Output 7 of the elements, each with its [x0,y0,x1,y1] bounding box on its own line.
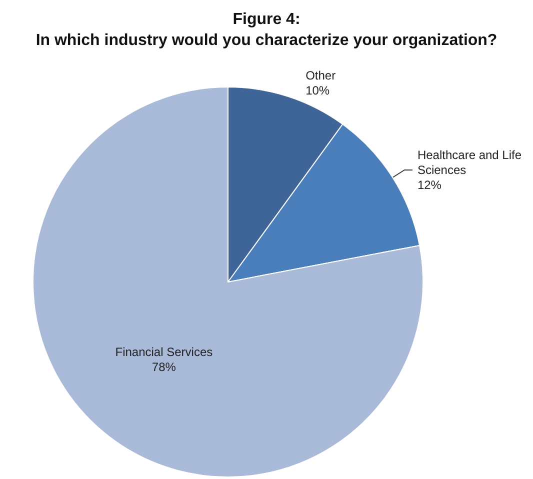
chart-title: Figure 4: In which industry would you characterize your organization? [36,11,498,49]
slice-label: Healthcare and Life Sciences [417,148,525,178]
slice-label: Other [306,68,336,83]
data-label: 78% [152,360,176,374]
slice-label: Financial Services [115,344,213,359]
data-label: 12% [417,178,442,192]
data-label: 10% [306,84,330,98]
